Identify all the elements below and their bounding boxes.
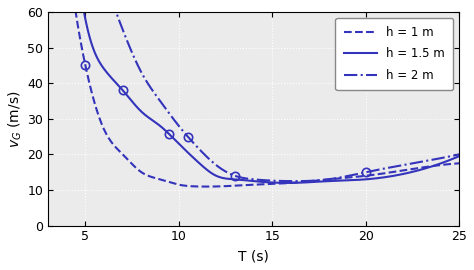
h = 1 m — [204, 185, 210, 188]
h = 2 m — [384, 166, 390, 170]
h = 1.5 m — [456, 154, 462, 158]
Legend: h = 1 m, h = 1.5 m, h = 2 m: h = 1 m, h = 1.5 m, h = 2 m — [336, 18, 453, 90]
h = 2 m — [447, 155, 453, 158]
h = 1 m — [294, 181, 300, 184]
h = 1.5 m — [272, 181, 278, 184]
h = 1 m — [384, 171, 390, 174]
h = 1.5 m — [384, 175, 390, 178]
Line: h = 2 m: h = 2 m — [57, 0, 459, 181]
Line: h = 1 m: h = 1 m — [57, 0, 459, 187]
h = 2 m — [292, 180, 298, 183]
h = 2 m — [456, 153, 462, 156]
h = 1.5 m — [285, 181, 291, 184]
h = 2 m — [272, 179, 278, 182]
Y-axis label: $v_G$ (m/s): $v_G$ (m/s) — [7, 90, 24, 148]
h = 2 m — [294, 180, 300, 183]
h = 1 m — [273, 182, 278, 185]
h = 1 m — [246, 183, 252, 187]
h = 1 m — [456, 162, 462, 165]
h = 1 m — [447, 162, 453, 166]
X-axis label: T (s): T (s) — [238, 249, 269, 263]
h = 2 m — [246, 177, 251, 180]
h = 1.5 m — [294, 181, 300, 184]
h = 1.5 m — [246, 179, 251, 182]
h = 1 m — [248, 183, 254, 186]
h = 1.5 m — [447, 158, 453, 161]
Line: h = 1.5 m: h = 1.5 m — [57, 0, 459, 183]
h = 2 m — [248, 177, 254, 181]
h = 1.5 m — [248, 179, 254, 183]
